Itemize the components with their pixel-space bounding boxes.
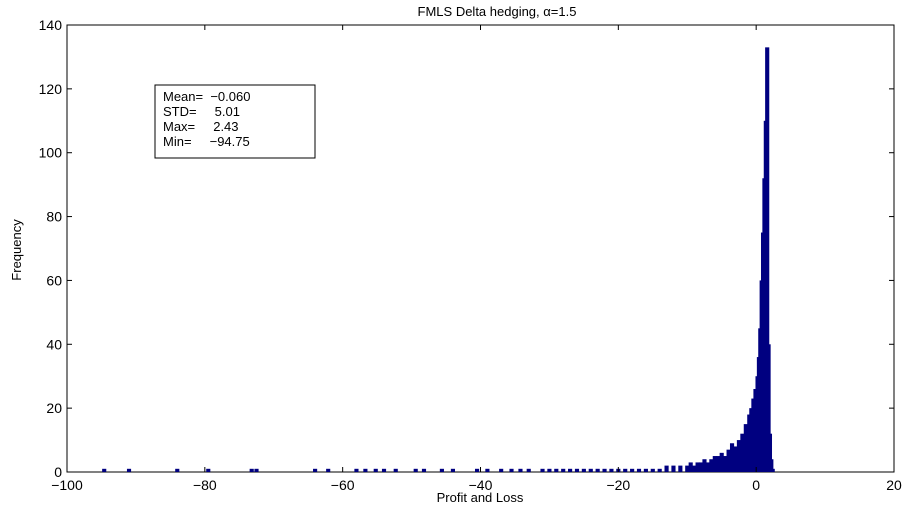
stats-mean: Mean= −0.060 [163, 89, 250, 104]
x-tick-label: −60 [331, 477, 355, 493]
histogram-bar [609, 468, 614, 472]
histogram-bar [719, 452, 724, 472]
histogram-bar [698, 462, 704, 472]
histogram-bar [733, 446, 738, 472]
histogram-bar [561, 468, 566, 472]
histogram-bar [499, 468, 504, 472]
x-axis-ticks: −100 −80 −60 −40 −20 0 20 [51, 25, 902, 493]
x-tick-label: −20 [606, 477, 630, 493]
histogram-bar [540, 468, 545, 472]
histogram-bar [518, 468, 523, 472]
y-tick-label: 60 [46, 272, 62, 288]
histogram-bar [705, 462, 710, 472]
histogram-bar [743, 424, 748, 472]
x-tick-label: −80 [193, 477, 217, 493]
histogram-bar [671, 465, 676, 472]
histogram-bar [769, 459, 774, 472]
histogram-bar [439, 468, 444, 472]
histogram-bar [313, 468, 318, 472]
histogram-bar [678, 465, 683, 472]
histogram-bar [602, 468, 607, 472]
histogram-bar [588, 468, 593, 472]
histogram-bar [381, 468, 387, 472]
histogram-bar [749, 408, 754, 472]
histogram-bar [421, 468, 427, 472]
histogram-bar [249, 468, 254, 472]
histogram-bar [363, 468, 368, 472]
histogram-bar [630, 468, 635, 472]
y-tick-label: 20 [46, 400, 62, 416]
x-tick-label: −40 [469, 477, 493, 493]
histogram-bar [709, 459, 714, 472]
histogram-bar [657, 468, 662, 472]
histogram-bar [729, 443, 735, 472]
histogram-bar [450, 468, 455, 472]
histogram-bar [102, 468, 107, 472]
histogram-bar [393, 468, 398, 472]
stats-min: Min= −94.75 [163, 134, 250, 149]
histogram-bar [685, 465, 690, 472]
stats-max: Max= 2.43 [163, 119, 239, 134]
histogram-bar [692, 465, 697, 472]
histogram-bar [766, 344, 771, 472]
y-tick-label: 140 [39, 17, 63, 33]
histogram-bar [695, 462, 700, 472]
histogram-bar [688, 462, 693, 472]
y-tick-label: 80 [46, 209, 62, 225]
histogram-bar [740, 433, 745, 472]
histogram-bar [712, 456, 717, 472]
histogram-bar [254, 468, 259, 472]
histogram-bar [206, 468, 211, 472]
histogram-bar [723, 456, 728, 472]
y-tick-label: 0 [54, 464, 62, 480]
stats-std: STD= 5.01 [163, 104, 240, 119]
histogram-bar [643, 468, 648, 472]
histogram-bar [736, 440, 741, 472]
histogram-bar [716, 456, 721, 472]
histogram-bar [474, 468, 480, 472]
y-axis-ticks: 0 20 40 60 80 100 120 140 [39, 17, 894, 480]
histogram-bar [547, 468, 552, 472]
histogram-bar [574, 468, 580, 472]
histogram-bar [636, 468, 642, 472]
histogram-bar [765, 47, 770, 472]
histogram-bar [509, 468, 514, 472]
histogram-bar [126, 468, 132, 472]
histogram-bar [354, 468, 359, 472]
histogram-bar [595, 468, 600, 472]
histogram-bar [581, 468, 586, 472]
chart-title: FMLS Delta hedging, α=1.5 [418, 4, 577, 19]
y-axis-label: Frequency [9, 219, 24, 281]
histogram-bar [326, 468, 331, 472]
histogram-bar [568, 468, 573, 472]
y-tick-label: 100 [39, 145, 63, 161]
x-axis-label: Profit and Loss [437, 490, 524, 505]
x-tick-label: 0 [752, 477, 760, 493]
histogram-bar [554, 468, 559, 472]
histogram-bar [175, 468, 180, 472]
x-tick-label: −100 [51, 477, 83, 493]
histogram-bar [650, 468, 655, 472]
histogram-bar [373, 468, 378, 472]
stats-box-frame [154, 84, 316, 159]
y-tick-label: 40 [46, 336, 62, 352]
histogram-bar [751, 398, 756, 472]
histogram-bar [485, 468, 490, 472]
histogram-bar [767, 433, 773, 472]
y-tick-label: 120 [39, 81, 63, 97]
stats-box: Mean= −0.060 STD= 5.01 Max= 2.43 Min= −9… [154, 84, 316, 159]
histogram-bar [726, 449, 731, 472]
histogram-bar [413, 468, 418, 472]
histogram-bar [526, 468, 531, 472]
histogram-bar [702, 459, 707, 472]
histogram-bar [623, 468, 628, 472]
histogram-bar [664, 465, 669, 472]
x-tick-label: 20 [886, 477, 902, 493]
histogram-bar [770, 468, 775, 472]
histogram-bars [102, 47, 775, 472]
